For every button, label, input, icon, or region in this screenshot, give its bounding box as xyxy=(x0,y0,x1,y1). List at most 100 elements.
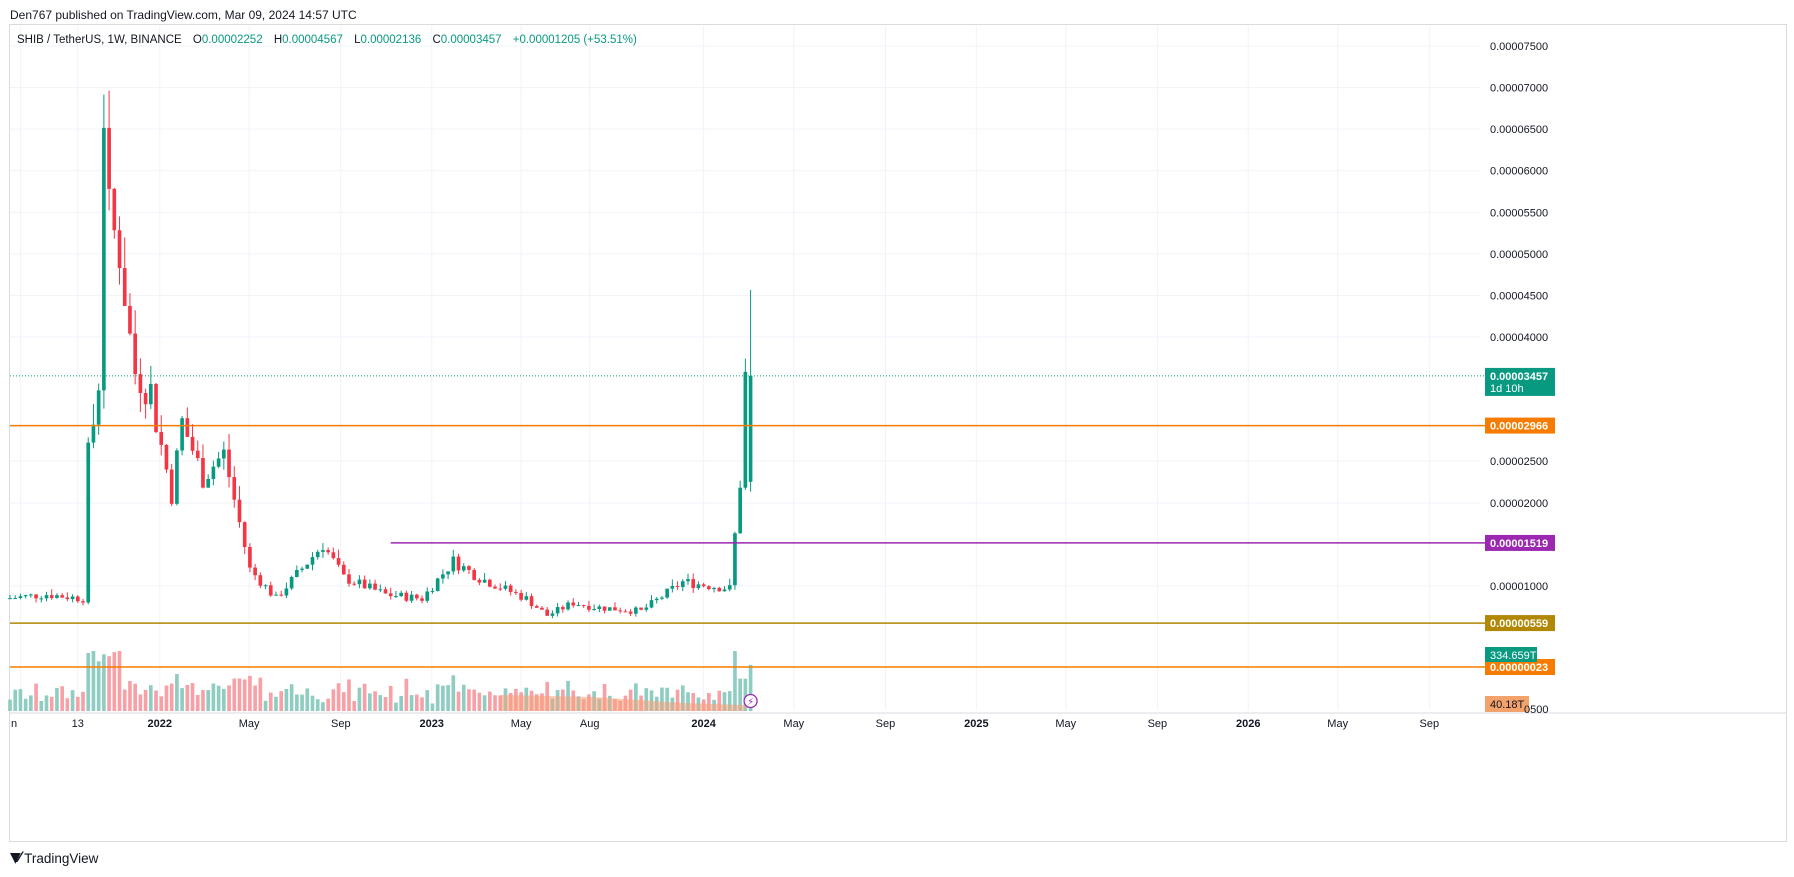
volume-bar xyxy=(13,689,18,711)
candle-body xyxy=(691,579,696,589)
x-tick-label: 2024 xyxy=(691,718,716,730)
symbol-name[interactable]: SHIB / TetherUS, 1W, BINANCE xyxy=(17,34,182,46)
candle-body xyxy=(237,499,242,523)
candle-body xyxy=(227,449,231,478)
candle-body xyxy=(628,611,633,614)
volume-bar xyxy=(743,678,748,711)
candle-body xyxy=(566,602,570,610)
candle-body xyxy=(222,449,226,459)
x-tick-label: n xyxy=(11,718,17,730)
candle-body xyxy=(164,444,169,470)
volume-bar xyxy=(295,694,299,711)
candle-body xyxy=(587,605,591,610)
volume-bar xyxy=(222,688,226,711)
candle-body xyxy=(654,598,659,601)
candle-body xyxy=(107,127,111,189)
candle-body xyxy=(133,333,137,375)
candle-body xyxy=(430,591,435,593)
horizontal-lines xyxy=(10,375,1485,668)
volume-bar xyxy=(263,700,268,711)
candle-body xyxy=(300,568,304,571)
candle-body xyxy=(435,578,440,592)
candle-body xyxy=(341,564,346,575)
level-tag-label: 0.00000559 xyxy=(1490,618,1548,630)
time-axis: n 13 2022 May Sep 2023 May Aug 2024 May Sep 2025 May… xyxy=(10,712,1786,730)
volume-bar xyxy=(660,687,664,711)
candle-body xyxy=(482,579,487,583)
volume-bar xyxy=(352,700,357,711)
close-value: 0.00003457 xyxy=(440,34,502,46)
candle-body xyxy=(670,585,675,589)
volume-bar xyxy=(23,698,28,711)
volume-bar xyxy=(341,692,346,711)
candle-body xyxy=(404,592,409,601)
candle-body xyxy=(660,597,664,599)
level-tag xyxy=(1485,615,1555,632)
volume-bar xyxy=(279,691,284,711)
volume-bar xyxy=(96,661,101,711)
candle-body xyxy=(86,442,91,603)
volume-bar xyxy=(461,684,466,711)
open-value: 0.00002252 xyxy=(201,34,263,46)
volume-bar xyxy=(404,678,409,711)
volume-bar xyxy=(201,690,205,711)
close-label: C xyxy=(432,34,441,46)
x-tick-label: 13 xyxy=(72,718,84,730)
lightning-icon xyxy=(743,693,758,709)
volume-bar xyxy=(190,683,195,711)
volume-bar xyxy=(29,695,33,711)
level-tag xyxy=(1485,417,1555,434)
volume-bar xyxy=(373,691,377,711)
volume-ma-tag xyxy=(1485,696,1529,712)
volume-bar xyxy=(268,692,273,711)
volume-bar xyxy=(362,683,367,711)
volume-bar xyxy=(722,692,727,711)
candle-body xyxy=(493,586,497,589)
volume-bar xyxy=(284,688,289,711)
candle-body xyxy=(514,591,518,593)
candle-body xyxy=(717,587,722,592)
volume-bar xyxy=(122,689,127,711)
footer-brand[interactable]: ▼⁄ TradingView xyxy=(10,850,98,866)
candle-body xyxy=(289,576,294,589)
candle-body xyxy=(310,557,315,565)
candle-body xyxy=(545,609,550,616)
candle-body xyxy=(649,600,654,608)
x-tick-label: Sep xyxy=(1420,718,1440,730)
candle-body xyxy=(75,596,80,602)
candle-body xyxy=(409,594,414,601)
candle-body xyxy=(117,230,122,269)
volume-bar xyxy=(331,689,336,711)
volume-bar xyxy=(435,684,440,711)
candle-body xyxy=(561,607,565,610)
volume-bar xyxy=(289,684,294,711)
level-tag xyxy=(1485,659,1555,675)
volume-bar xyxy=(649,690,654,711)
volume-bar xyxy=(91,651,96,711)
volume-bar xyxy=(164,685,169,711)
candle-body xyxy=(618,610,623,612)
candle-body xyxy=(555,607,560,614)
volume-bar xyxy=(414,694,419,711)
candle-body xyxy=(70,596,75,600)
candle-body xyxy=(279,594,284,596)
candle-body xyxy=(368,583,372,589)
x-tick-label: May xyxy=(1055,718,1076,730)
level-tag-label: 0.00001519 xyxy=(1490,538,1548,550)
candle-body xyxy=(336,558,341,565)
published-line: Den767 published on TradingView.com, Mar… xyxy=(10,8,357,22)
y-tick-label: 0.00006500 xyxy=(1490,124,1548,136)
candle-body xyxy=(540,607,544,610)
candle-body xyxy=(707,586,711,590)
candle-body xyxy=(18,596,23,599)
y-tick-label: 0.00007000 xyxy=(1490,83,1548,95)
candle-body xyxy=(258,575,263,586)
x-tick-label: May xyxy=(783,718,804,730)
candle-body xyxy=(498,588,503,590)
candle-body xyxy=(34,594,38,599)
volume-bar xyxy=(472,689,476,711)
volume-bar xyxy=(727,691,732,711)
candle-body xyxy=(665,588,669,598)
symbol-legend[interactable]: SHIB / TetherUS, 1W, BINANCE O0.00002252… xyxy=(17,34,637,46)
